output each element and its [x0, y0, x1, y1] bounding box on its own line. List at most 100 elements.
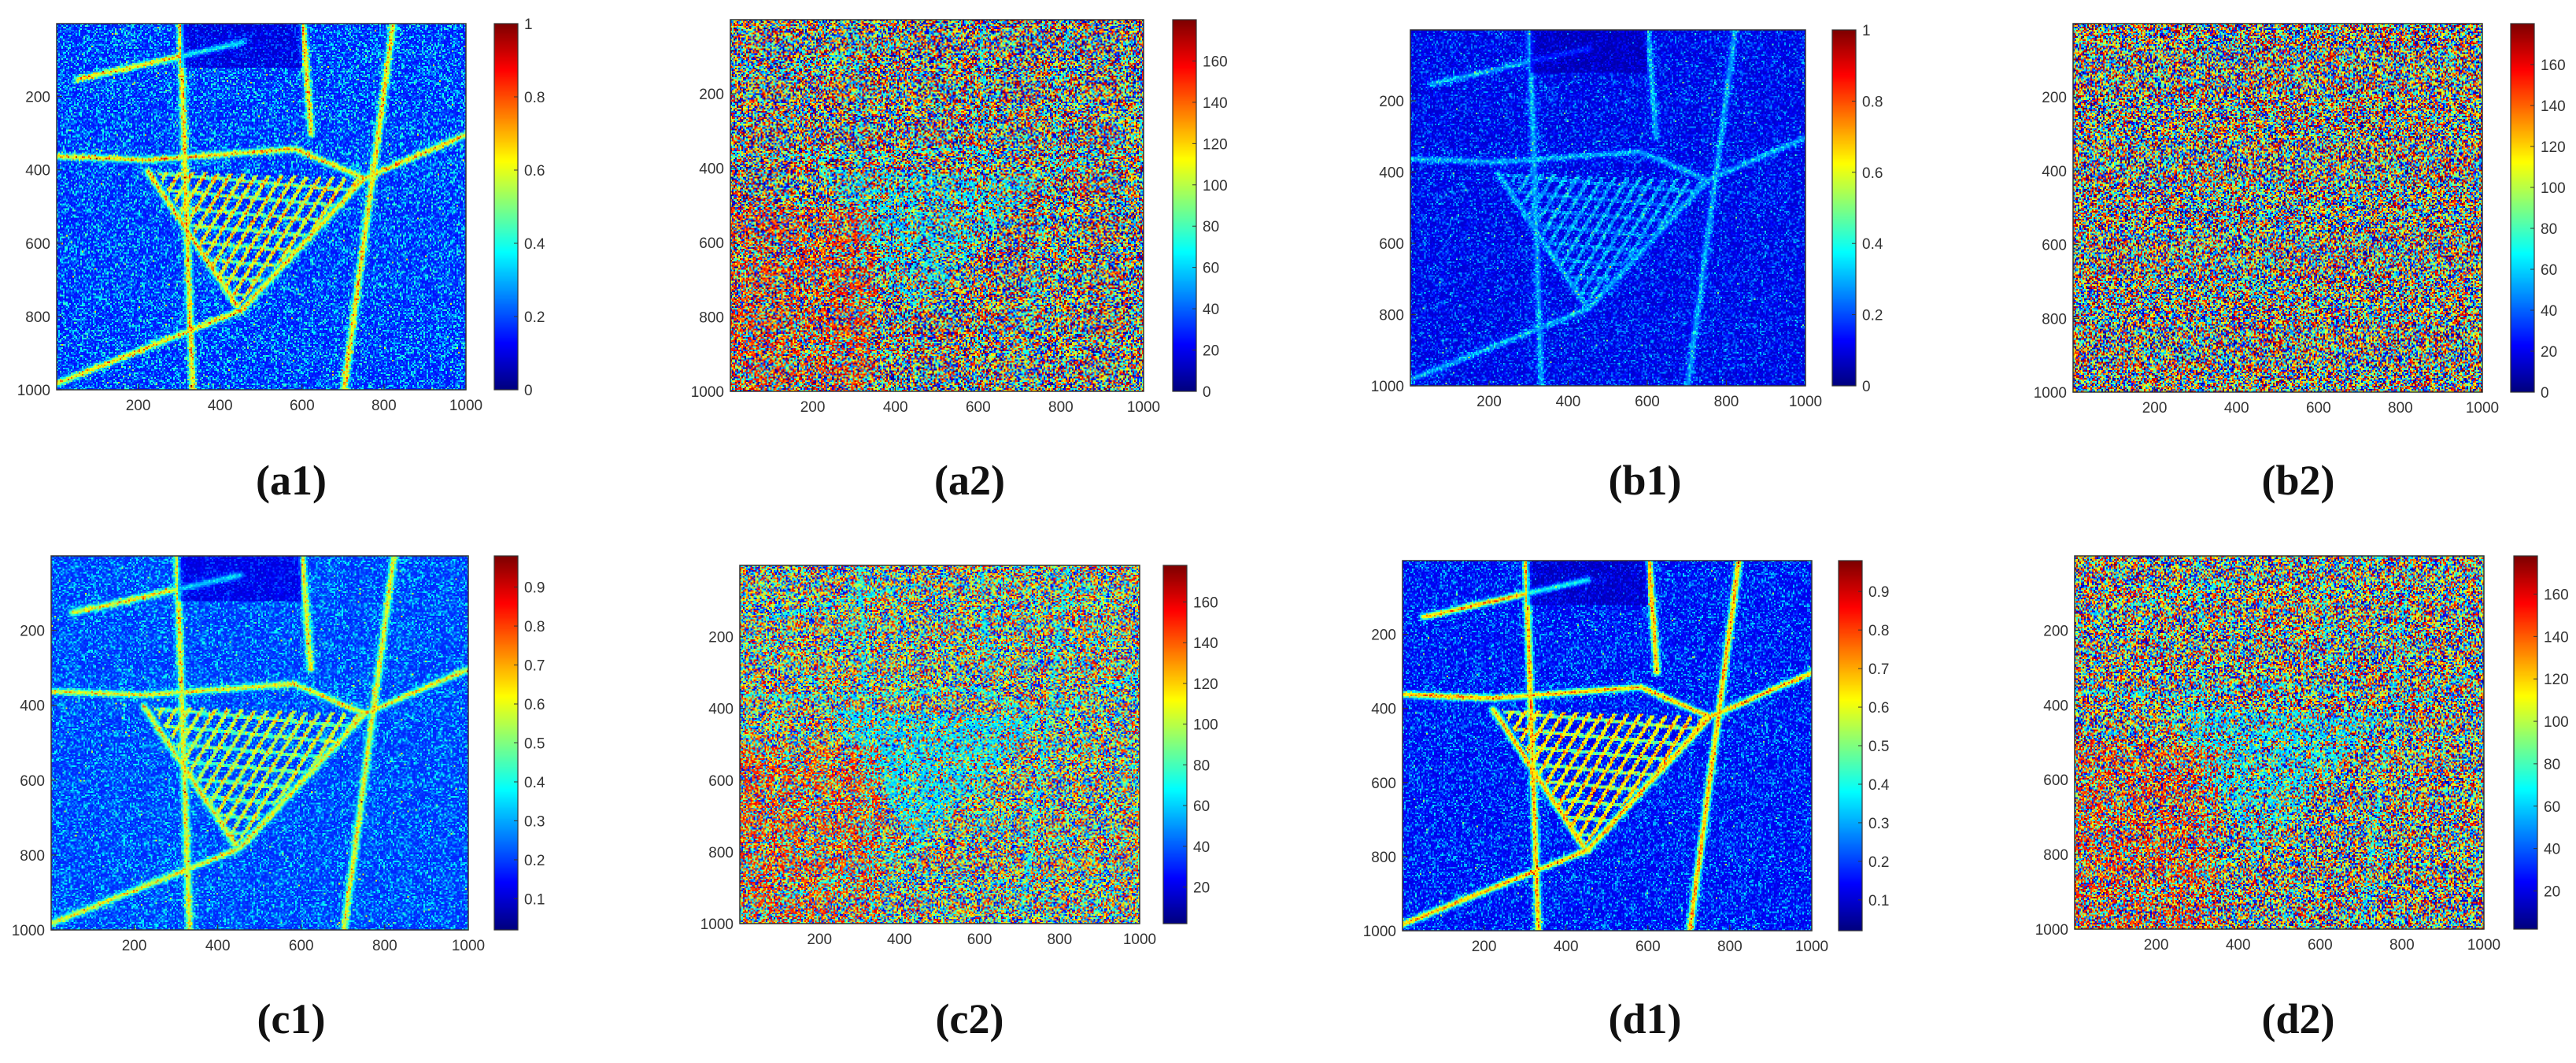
x-tick-label: 1000: [449, 398, 482, 414]
colorbar-tick-label: 140: [2541, 98, 2566, 115]
colorbar-tick-label: 0.9: [1868, 584, 1889, 601]
x-tick-label: 600: [967, 932, 992, 948]
colorbar-tick-label: 0.8: [524, 619, 545, 635]
panel-caption: (d2): [2262, 995, 2335, 1043]
y-tick-label: 800: [1371, 850, 1396, 866]
x-tick-label: 600: [2308, 937, 2333, 954]
plot-frame: [50, 555, 469, 931]
colorbar-tick-label: 1: [1862, 23, 1871, 39]
colorbar-tick-label: 60: [2544, 799, 2560, 816]
colorbar-frame: [1162, 565, 1188, 924]
panel-caption: (b1): [1609, 457, 1682, 504]
y-tick-label: 200: [699, 87, 724, 103]
colorbar-tick-label: 160: [2544, 587, 2569, 603]
plot-frame: [56, 23, 467, 391]
x-tick-label: 200: [2142, 400, 2168, 417]
colorbar-tick-label: 40: [1193, 839, 1210, 856]
colorbar-tick-label: 40: [2541, 303, 2557, 320]
plot-frame: [739, 565, 1140, 924]
y-tick-label: 1000: [12, 923, 45, 939]
colorbar-tick-label: 0.3: [524, 813, 545, 830]
heatmap-image: [1403, 561, 1812, 931]
y-tick-label: 1000: [691, 384, 724, 401]
y-tick-label: 600: [708, 773, 734, 790]
colorbar-gradient: [1163, 565, 1187, 924]
x-tick-label: 400: [2226, 937, 2251, 954]
colorbar-tick-label: 0.1: [524, 891, 545, 908]
y-tick-label: 400: [20, 698, 45, 715]
x-tick-label: 600: [290, 398, 315, 414]
heatmap-image: [1410, 30, 1805, 386]
colorbar-tick-label: 60: [2541, 262, 2557, 279]
colorbar-tick-label: 0: [1862, 379, 1871, 395]
x-tick-label: 200: [800, 399, 826, 416]
plot-frame: [730, 19, 1144, 392]
y-tick-label: 1000: [1371, 379, 1404, 395]
colorbar-tick-label: 80: [1203, 219, 1219, 235]
x-tick-label: 1000: [2466, 400, 2499, 417]
heatmap-image: [2075, 556, 2484, 929]
colorbar-tick-label: 120: [2544, 672, 2569, 688]
panel-a1: 200 400 600 800 1000 200 400 600 800 1000 0 0.2 0.4 0…: [17, 17, 545, 504]
y-tick-label: 800: [708, 845, 734, 861]
heatmap-image: [730, 20, 1144, 391]
y-tick-label: 800: [25, 309, 50, 326]
colorbar-tick-label: 0.7: [524, 658, 545, 675]
colorbar-tick-label: 0.2: [524, 309, 545, 326]
heatmap-image: [740, 565, 1140, 924]
colorbar-gradient: [2511, 24, 2534, 392]
colorbar-tick-label: 0.5: [524, 736, 545, 753]
colorbar-tick-label: 80: [2541, 221, 2557, 238]
colorbar-tick-label: 60: [1203, 261, 1219, 277]
colorbar-gradient: [2514, 556, 2537, 929]
y-tick-label: 800: [20, 848, 45, 865]
panel-caption: (c2): [936, 995, 1004, 1043]
colorbar-tick-label: 0.6: [1862, 165, 1883, 182]
colorbar-frame: [2510, 23, 2535, 393]
x-tick-label: 800: [1717, 939, 1743, 955]
y-tick-label: 1000: [700, 917, 734, 933]
colorbar-tick-label: 40: [1203, 302, 1219, 318]
colorbar-tick-label: 0.7: [1868, 661, 1889, 678]
y-tick-label: 600: [25, 236, 50, 253]
colorbar-tick-label: 0.2: [1868, 854, 1889, 871]
x-tick-label: 200: [1476, 394, 1502, 410]
y-tick-label: 600: [20, 773, 45, 790]
x-tick-label: 400: [883, 399, 908, 416]
x-tick-label: 1000: [452, 938, 485, 954]
x-tick-label: 200: [126, 398, 151, 414]
colorbar-gradient: [494, 24, 518, 390]
x-tick-label: 1000: [2467, 937, 2500, 954]
colorbar-tick-label: 80: [1193, 757, 1210, 774]
colorbar-tick-label: 0.2: [524, 853, 545, 869]
x-tick-label: 1000: [1795, 939, 1828, 955]
colorbar-tick-label: 80: [2544, 757, 2560, 773]
x-tick-label: 800: [1048, 399, 1074, 416]
heatmap-image: [57, 24, 466, 390]
colorbar-tick-label: 1: [524, 17, 533, 33]
colorbar-tick-label: 0.6: [524, 697, 545, 713]
colorbar-tick-label: 0.8: [524, 90, 545, 106]
y-tick-label: 400: [1379, 165, 1404, 182]
x-tick-label: 1000: [1127, 399, 1160, 416]
colorbar-tick-label: 0.4: [1862, 236, 1883, 253]
y-tick-label: 1000: [1363, 924, 1396, 940]
colorbar-tick-label: 0.3: [1868, 816, 1889, 832]
x-tick-label: 400: [208, 398, 233, 414]
x-tick-label: 200: [1472, 939, 1497, 955]
panel-a2: 200 400 600 800 1000 200 400 600 800 1000 0 20 40 60 8…: [691, 19, 1228, 504]
x-tick-label: 800: [2389, 937, 2415, 954]
y-tick-label: 1000: [2034, 385, 2067, 402]
colorbar-tick-label: 100: [2541, 180, 2566, 197]
x-tick-label: 200: [122, 938, 147, 954]
colorbar-tick-label: 40: [2544, 842, 2560, 858]
heatmap-image: [51, 556, 468, 930]
x-tick-label: 400: [1556, 394, 1581, 410]
colorbar-frame: [1172, 19, 1197, 392]
y-tick-label: 800: [699, 310, 724, 327]
heatmap-image: [2073, 24, 2482, 392]
colorbar-gradient: [1173, 20, 1196, 391]
y-tick-label: 600: [2043, 772, 2068, 789]
colorbar-tick-label: 0: [1203, 384, 1211, 401]
colorbar-tick-label: 100: [2544, 714, 2569, 731]
